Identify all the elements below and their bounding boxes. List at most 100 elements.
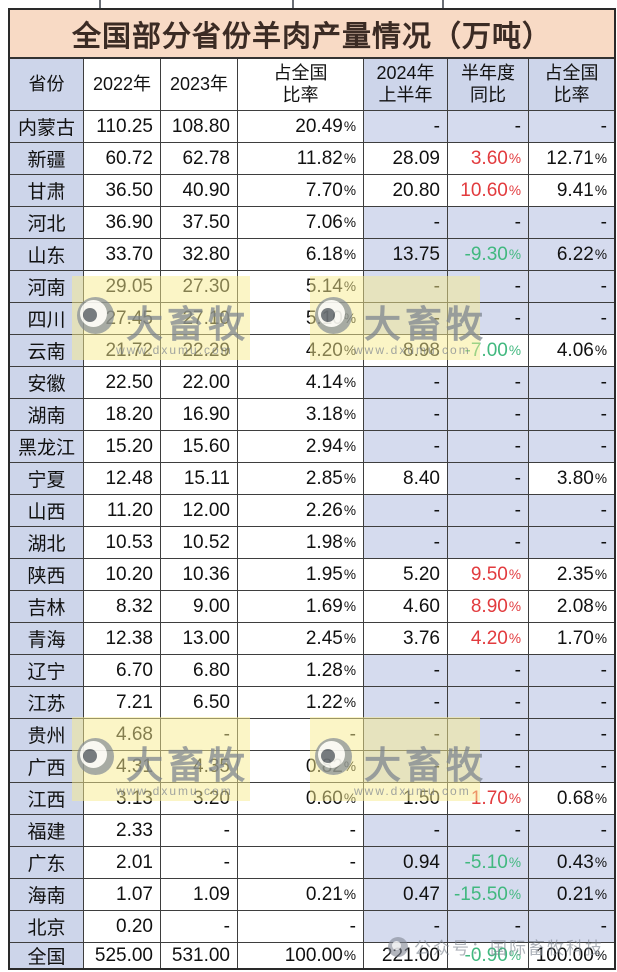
- percent-sign: %: [343, 631, 356, 646]
- cell-yoy: 4.20%: [448, 623, 529, 655]
- table-row: 四川 27.45 27.10 5.10% - - -: [10, 303, 614, 335]
- col-header-province: 省份: [10, 59, 84, 111]
- cell-2023: 27.10: [161, 303, 238, 335]
- cell-2022: 60.72: [84, 143, 161, 175]
- cell-province: 山西: [10, 495, 84, 527]
- cell-yoy: -: [448, 815, 529, 847]
- cell-yoy: -: [448, 303, 529, 335]
- cell-province: 甘肃: [10, 175, 84, 207]
- percent-sign: %: [508, 948, 521, 963]
- cell-yoy: -: [448, 367, 529, 399]
- table-row: 内蒙古 110.25 108.80 20.49% - - -: [10, 111, 614, 143]
- cell-2022: 12.38: [84, 623, 161, 655]
- cell-share-2024: 0.43%: [529, 847, 614, 879]
- cell-share-2024: -: [529, 207, 614, 239]
- cell-share-2023: 2.94%: [238, 431, 364, 463]
- cell-province: 贵州: [10, 719, 84, 751]
- production-table: 全国部分省份羊肉产量情况（万吨） 省份 2022年 2023年 占全国 比率 2…: [8, 8, 616, 970]
- cell-2024h1: -: [364, 303, 448, 335]
- cell-share-2024: 0.21%: [529, 879, 614, 911]
- cell-2023: 4.35: [161, 751, 238, 783]
- percent-sign: %: [343, 887, 356, 902]
- table-row: 云南 21.72 22.29 4.20% 8.98 -7.00% 4.06%: [10, 335, 614, 367]
- cell-2022: 6.70: [84, 655, 161, 687]
- cell-2023: 37.50: [161, 207, 238, 239]
- col-header-2023: 2023年: [161, 59, 238, 111]
- cell-share-2023: -: [238, 847, 364, 879]
- cell-2024h1: 0.47: [364, 879, 448, 911]
- percent-sign: %: [594, 855, 607, 870]
- cell-yoy: -: [448, 527, 529, 559]
- cell-share-2023: 2.85%: [238, 463, 364, 495]
- table-body: 内蒙古 110.25 108.80 20.49% - - - 新疆 60.72 62.78 11.8…: [10, 111, 614, 968]
- col-header-label: 2024年: [376, 63, 435, 84]
- cell-share-2024: -: [529, 303, 614, 335]
- percent-sign: %: [594, 948, 607, 963]
- percent-sign: %: [343, 151, 356, 166]
- cell-2023: 531.00: [161, 943, 238, 968]
- percent-sign: %: [508, 247, 521, 262]
- cell-2023: 6.50: [161, 687, 238, 719]
- cell-yoy: -: [448, 655, 529, 687]
- cell-2024h1: -: [364, 751, 448, 783]
- cell-share-2024: 2.35%: [529, 559, 614, 591]
- cell-yoy: 10.60%: [448, 175, 529, 207]
- cell-2023: 9.00: [161, 591, 238, 623]
- cropped-row-sliver: [0, 0, 617, 8]
- cell-2024h1: -: [364, 527, 448, 559]
- cell-2023: 10.36: [161, 559, 238, 591]
- cell-province: 全国: [10, 943, 84, 968]
- cell-2022: 21.72: [84, 335, 161, 367]
- cell-share-2024: -: [529, 687, 614, 719]
- cell-2023: 22.00: [161, 367, 238, 399]
- cell-yoy: -: [448, 463, 529, 495]
- cell-province: 江苏: [10, 687, 84, 719]
- table-row: 江西 3.13 3.20 0.60% 1.50 1.70% 0.68%: [10, 783, 614, 815]
- cell-share-2023: 2.45%: [238, 623, 364, 655]
- cell-2024h1: -: [364, 495, 448, 527]
- cell-share-2023: 11.82%: [238, 143, 364, 175]
- cell-2023: 6.80: [161, 655, 238, 687]
- table-row: 山西 11.20 12.00 2.26% - - -: [10, 495, 614, 527]
- cell-yoy: 9.50%: [448, 559, 529, 591]
- table-row: 湖北 10.53 10.52 1.98% - - -: [10, 527, 614, 559]
- percent-sign: %: [508, 887, 521, 902]
- cell-share-2023: -: [238, 719, 364, 751]
- cell-province: 四川: [10, 303, 84, 335]
- percent-sign: %: [594, 791, 607, 806]
- percent-sign: %: [508, 855, 521, 870]
- cell-province: 海南: [10, 879, 84, 911]
- cell-2023: -: [161, 815, 238, 847]
- cell-province: 内蒙古: [10, 111, 84, 143]
- cell-share-2024: 0.68%: [529, 783, 614, 815]
- cell-2023: -: [161, 911, 238, 943]
- percent-sign: %: [343, 279, 356, 294]
- cell-2024h1: 8.40: [364, 463, 448, 495]
- cell-2024h1: 20.80: [364, 175, 448, 207]
- cell-province: 北京: [10, 911, 84, 943]
- percent-sign: %: [594, 343, 607, 358]
- cell-2022: 1.07: [84, 879, 161, 911]
- percent-sign: %: [343, 599, 356, 614]
- percent-sign: %: [594, 183, 607, 198]
- cell-share-2024: 1.70%: [529, 623, 614, 655]
- percent-sign: %: [508, 567, 521, 582]
- cell-2024h1: 5.20: [364, 559, 448, 591]
- grid-line: [99, 0, 101, 8]
- cell-2022: 10.20: [84, 559, 161, 591]
- cell-yoy: 3.60%: [448, 143, 529, 175]
- cell-share-2024: -: [529, 399, 614, 431]
- cell-share-2023: 4.20%: [238, 335, 364, 367]
- percent-sign: %: [343, 311, 356, 326]
- cell-province: 黑龙江: [10, 431, 84, 463]
- cell-2022: 22.50: [84, 367, 161, 399]
- cell-share-2023: 1.98%: [238, 527, 364, 559]
- cell-share-2023: 1.69%: [238, 591, 364, 623]
- cell-2023: 16.90: [161, 399, 238, 431]
- percent-sign: %: [508, 343, 521, 358]
- cell-share-2023: 4.14%: [238, 367, 364, 399]
- cell-share-2023: 7.06%: [238, 207, 364, 239]
- cell-province: 吉林: [10, 591, 84, 623]
- cell-2022: 36.50: [84, 175, 161, 207]
